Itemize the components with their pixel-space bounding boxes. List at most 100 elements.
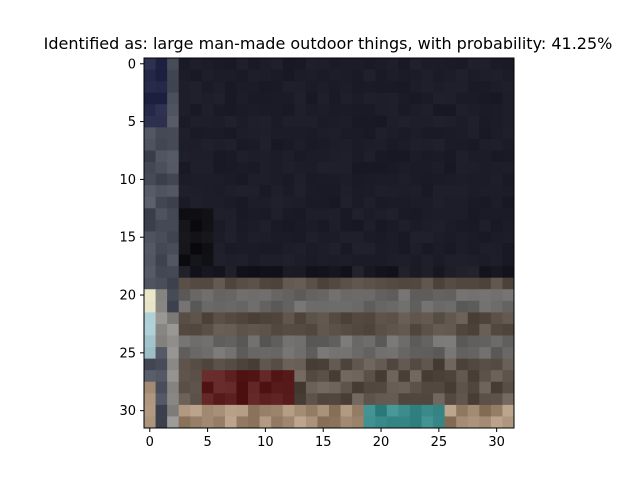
image-pixel <box>236 323 249 336</box>
image-pixel <box>490 150 503 163</box>
image-pixel <box>294 323 307 336</box>
image-pixel <box>305 289 318 302</box>
image-pixel <box>363 69 376 82</box>
image-pixel <box>213 277 226 290</box>
image-pixel <box>271 300 284 313</box>
image-pixel <box>294 127 307 140</box>
image-pixel <box>409 104 422 117</box>
image-pixel <box>479 92 492 105</box>
image-pixel <box>190 300 203 313</box>
image-pixel <box>201 416 214 429</box>
image-pixel <box>421 243 434 255</box>
image-pixel <box>144 173 156 186</box>
image-pixel <box>490 393 503 406</box>
image-pixel <box>375 243 388 255</box>
image-pixel <box>456 300 469 313</box>
image-pixel <box>213 196 226 209</box>
image-pixel <box>144 219 156 232</box>
image-pixel <box>363 300 376 313</box>
image-pixel <box>201 266 214 279</box>
image-pixel <box>167 58 180 70</box>
image-pixel <box>386 393 399 406</box>
image-pixel <box>317 92 330 105</box>
image-pixel <box>444 127 457 140</box>
image-pixel <box>502 289 515 302</box>
image-pixel <box>213 208 226 221</box>
image-pixel <box>409 127 422 140</box>
image-pixel <box>444 312 457 325</box>
image-pixel <box>329 393 341 406</box>
image-pixel <box>167 115 180 128</box>
image-pixel <box>178 138 191 151</box>
image-pixel <box>294 196 307 209</box>
image-pixel <box>305 323 318 336</box>
image-pixel <box>375 150 388 163</box>
image-pixel <box>190 254 203 267</box>
image-pixel <box>398 69 411 82</box>
image-pixel <box>248 289 261 302</box>
image-pixel <box>479 335 492 348</box>
image-pixel <box>201 289 214 302</box>
image-pixel <box>456 254 469 267</box>
image-pixel <box>224 289 237 302</box>
image-pixel <box>155 254 168 267</box>
image-pixel <box>201 92 214 105</box>
image-pixel <box>502 104 515 117</box>
image-pixel <box>178 370 191 383</box>
image-pixel <box>386 104 399 117</box>
image-pixel <box>479 416 492 429</box>
image-pixel <box>352 289 365 302</box>
image-pixel <box>329 127 341 140</box>
image-pixel <box>224 231 237 244</box>
image-pixel <box>409 393 422 406</box>
image-pixel <box>409 266 422 279</box>
image-pixel <box>409 173 422 186</box>
image-pixel <box>502 300 515 313</box>
image-pixel <box>144 115 156 128</box>
image-pixel <box>190 358 203 371</box>
image-pixel <box>201 243 214 255</box>
image-pixel <box>259 196 272 209</box>
image-pixel <box>329 404 341 417</box>
image-pixel <box>213 138 226 151</box>
image-pixel <box>329 358 341 371</box>
image-pixel <box>144 347 156 360</box>
image-pixel <box>502 162 515 175</box>
image-pixel <box>294 404 307 417</box>
image-pixel <box>224 323 237 336</box>
image-pixel <box>456 127 469 140</box>
image-pixel <box>317 312 330 325</box>
image-pixel <box>444 104 457 117</box>
image-pixel <box>317 416 330 429</box>
image-pixel <box>317 289 330 302</box>
image-pixel <box>479 150 492 163</box>
image-pixel <box>282 266 295 279</box>
image-pixel <box>363 115 376 128</box>
image-pixel <box>178 173 191 186</box>
image-pixel <box>467 243 480 255</box>
image-pixel <box>317 323 330 336</box>
image-pixel <box>317 300 330 313</box>
image-pixel <box>259 150 272 163</box>
image-pixel <box>178 150 191 163</box>
image-pixel <box>224 58 237 70</box>
image-pixel <box>236 381 249 394</box>
image-pixel <box>167 277 180 290</box>
image-pixel <box>236 358 249 371</box>
image-pixel <box>167 69 180 82</box>
image-pixel <box>224 219 237 232</box>
image-pixel <box>178 196 191 209</box>
image-pixel <box>271 138 284 151</box>
image-pixel <box>340 92 353 105</box>
image-pixel <box>502 127 515 140</box>
image-pixel <box>502 196 515 209</box>
image-pixel <box>433 196 446 209</box>
image-pixel <box>282 208 295 221</box>
image-pixel <box>479 300 492 313</box>
image-pixel <box>375 393 388 406</box>
image-pixel <box>271 81 284 94</box>
image-pixel <box>294 231 307 244</box>
image-pixel <box>433 347 446 360</box>
image-pixel <box>502 173 515 186</box>
image-pixel <box>433 416 446 429</box>
